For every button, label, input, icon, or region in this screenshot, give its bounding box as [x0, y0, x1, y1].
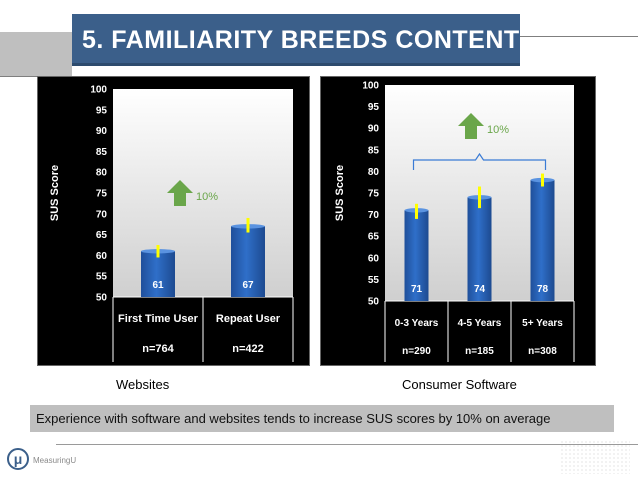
- y-tick-label-75: 75: [96, 189, 108, 200]
- comparison-bracket: [412, 152, 547, 170]
- value-label: 67: [242, 280, 254, 291]
- y-tick-label-80: 80: [368, 167, 380, 178]
- y-tick-label-55: 55: [368, 275, 380, 286]
- bar: [404, 210, 429, 301]
- y-tick-label-50: 50: [96, 293, 108, 304]
- software-chart-panel: 50 55 60 65 70 75 80 85 90 95 100 SUS Score 0-3 Year…: [320, 76, 596, 366]
- websites-caption: Websites: [116, 377, 170, 392]
- sample-size-label: n=764: [142, 343, 174, 355]
- bar: [530, 180, 555, 301]
- y-tick-label-70: 70: [368, 210, 380, 221]
- up-arrow-icon: [458, 113, 484, 139]
- left-accent-line: [0, 76, 72, 77]
- value-label: 71: [411, 284, 423, 295]
- bar: [141, 251, 175, 297]
- measuringu-logo-icon: μ: [7, 448, 29, 470]
- y-tick-label-90: 90: [96, 126, 108, 137]
- summary-banner: Experience with software and websites te…: [30, 405, 614, 432]
- bar: [467, 197, 492, 301]
- y-tick-label-100: 100: [90, 85, 107, 96]
- y-tick-label-100: 100: [362, 81, 379, 92]
- sample-size-label: n=185: [465, 346, 494, 357]
- consumer-software-chart: 50 55 60 65 70 75 80 85 90 95 100 SUS Score 0-3 Year…: [334, 81, 575, 362]
- y-tick-label-90: 90: [368, 124, 380, 135]
- y-axis-label: SUS Score: [334, 165, 346, 221]
- y-tick-label-55: 55: [96, 272, 108, 283]
- title-accent-line: [520, 36, 638, 37]
- websites-chart: 50 55 60 65 70 75 80 85 90 95 100 SUS Score First Ti…: [49, 85, 294, 362]
- decorative-dot-grid: [560, 440, 630, 474]
- y-tick-label-85: 85: [368, 145, 380, 156]
- value-label: 61: [152, 280, 164, 291]
- sample-size-label: n=422: [232, 343, 264, 355]
- y-tick-label-65: 65: [368, 232, 380, 243]
- y-tick-label-60: 60: [368, 253, 380, 264]
- footer-line: [56, 444, 638, 445]
- increase-annotation: 10%: [196, 191, 218, 203]
- y-tick-label-60: 60: [96, 251, 108, 262]
- y-tick-label-95: 95: [96, 105, 108, 116]
- value-label: 78: [537, 284, 549, 295]
- left-grey-band: [0, 32, 72, 76]
- y-tick-label-65: 65: [96, 230, 108, 241]
- sample-size-label: n=290: [402, 346, 431, 357]
- y-tick-label-70: 70: [96, 209, 108, 220]
- y-axis-label: SUS Score: [49, 165, 61, 221]
- up-arrow-icon: [167, 180, 193, 206]
- websites-chart-panel: 50 55 60 65 70 75 80 85 90 95 100 SUS Score First Ti…: [37, 76, 310, 366]
- y-tick-label-80: 80: [96, 168, 108, 179]
- increase-annotation: 10%: [487, 124, 509, 136]
- logo-text: MeasuringU: [33, 456, 77, 465]
- category-label: 4-5 Years: [458, 318, 502, 329]
- y-tick-label-85: 85: [96, 147, 108, 158]
- sample-size-label: n=308: [528, 346, 557, 357]
- category-label: 0-3 Years: [395, 318, 439, 329]
- value-label: 74: [474, 284, 486, 295]
- category-label: 5+ Years: [522, 318, 563, 329]
- consumer-software-caption: Consumer Software: [402, 377, 517, 392]
- y-tick-label-95: 95: [368, 102, 380, 113]
- y-tick-label-50: 50: [368, 297, 380, 308]
- y-tick-label-75: 75: [368, 189, 380, 200]
- bar: [231, 226, 265, 297]
- category-label: First Time User: [118, 313, 199, 325]
- category-label: Repeat User: [216, 313, 281, 325]
- slide-title: 5. FAMILIARITY BREEDS CONTENT: [72, 14, 520, 66]
